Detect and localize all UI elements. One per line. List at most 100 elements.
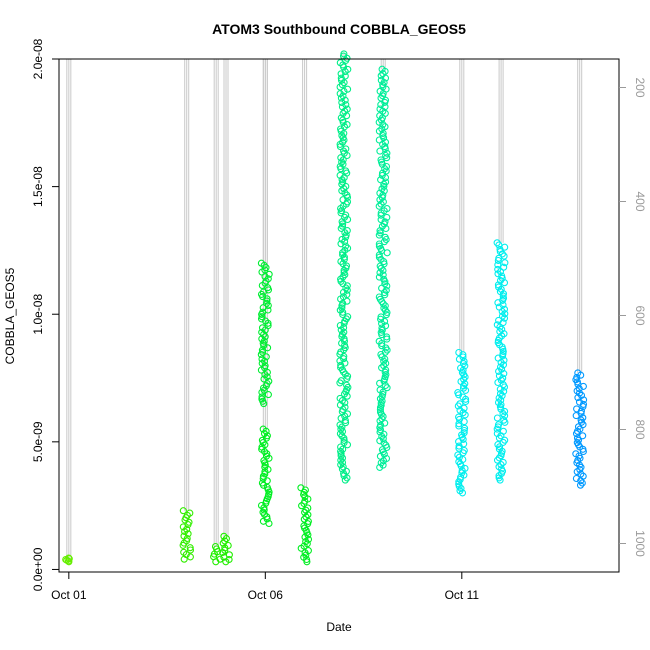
data-point [340,355,348,363]
data-point [340,255,348,263]
data-point [375,118,383,126]
data-point [297,544,305,552]
data-point [375,127,383,135]
data-point [459,409,467,417]
data-point [340,352,348,360]
data-point [186,546,195,554]
data-point [259,439,267,447]
right-tick-label: 600 [633,305,647,325]
data-point [337,414,345,422]
data-point [501,418,509,426]
data-point [378,364,386,372]
data-point [337,295,345,303]
data-point [382,359,390,367]
data-point [263,515,271,523]
data-point [455,442,463,450]
data-point [337,70,345,78]
right-axis: 200 400 600 800 1000 [619,77,647,557]
data-point [379,300,387,308]
x-tick-label: Oct 06 [248,588,284,602]
data-point [376,395,384,403]
data-point [339,109,347,118]
data-point [382,224,390,233]
data-point [336,394,344,402]
y-axis-label: COBBLA_GEOS5 [3,267,17,364]
data-point [301,533,309,541]
data-point [341,416,349,425]
data-point [337,450,345,458]
data-point [339,368,347,376]
data-point [495,241,503,249]
data-point [337,277,345,285]
data-point [493,429,501,438]
data-point [460,382,468,390]
data-point [383,249,391,257]
data-point [462,395,470,403]
data-point [375,202,383,210]
data-point [379,120,387,129]
data-point [338,81,346,89]
data-point [380,362,388,370]
data-point [341,370,349,378]
data-point [339,308,347,316]
data-point [341,68,349,76]
data-point [383,335,391,343]
y-tick-label: 1.0e-08 [31,294,45,335]
data-point [344,85,352,93]
data-point [338,454,347,462]
data-point [378,320,386,328]
data-point [337,224,345,232]
right-tick-label: 400 [633,191,647,211]
y-tick-label: 5.0e-09 [31,421,45,462]
data-point [580,396,588,404]
data-point [499,458,507,466]
data-point [376,428,384,436]
data-point [342,264,350,272]
data-point [379,271,387,279]
data-point [263,299,271,307]
data-point [497,452,505,460]
data-point [304,511,312,519]
data-point [262,499,270,507]
data-point [378,393,386,401]
data-point [377,315,385,323]
data-point [340,129,348,137]
data-point [575,389,584,397]
data-point [219,548,227,557]
data-point [258,328,266,336]
data-point [382,235,390,244]
data-point [377,399,385,407]
data-point [461,411,469,419]
y-tick-label: 0.0e+00 [31,547,45,591]
right-tick-label: 1000 [633,530,647,557]
data-point [338,98,346,107]
data-point [383,346,391,354]
data-point [379,435,387,443]
data-point [260,357,269,365]
data-point [572,412,580,420]
data-point [261,326,269,334]
data-point [375,136,383,144]
data-point [380,357,388,365]
data-point [496,323,504,331]
data-point [376,406,384,414]
data-point [380,430,388,438]
data-point [457,462,465,470]
data-point [455,348,463,357]
data-point [339,220,347,228]
data-point [340,253,348,261]
x-axis-label: Date [326,620,352,634]
data-point [375,251,383,259]
data-point [496,276,505,285]
right-tick-label: 800 [633,419,647,439]
data-point [382,286,390,294]
data-point [497,405,505,413]
data-point [501,310,509,318]
data-point [264,391,272,399]
data-point [493,414,501,422]
data-point [493,425,501,433]
data-point [497,461,505,469]
data-point [500,314,509,322]
data-point [497,376,505,384]
data-point [459,353,467,361]
